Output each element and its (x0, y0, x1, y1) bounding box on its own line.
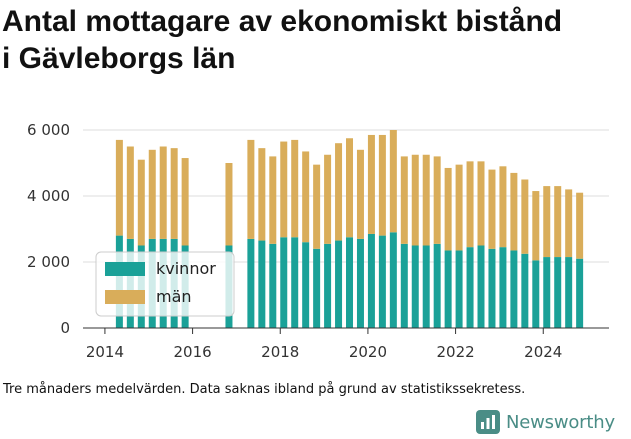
bar-man (346, 138, 354, 238)
bar-kvinnor (367, 233, 375, 328)
bar-man (126, 146, 134, 239)
y-tick-label: 0 (60, 319, 70, 337)
bar-man (400, 156, 408, 244)
bar-man (291, 139, 299, 238)
bar-man (148, 149, 156, 239)
chart-title-line-1: Antal mottagare av ekonomiskt bistånd (2, 5, 563, 38)
bar-kvinnor (576, 258, 584, 328)
bar-man (488, 169, 496, 249)
bar-man (554, 186, 562, 258)
bar-man (258, 148, 266, 241)
bar-kvinnor (477, 245, 485, 328)
x-tick-label: 2022 (436, 343, 474, 361)
x-tick-label: 2024 (524, 343, 562, 361)
chart-title-line-2: i Gävleborgs län (2, 42, 236, 75)
bar-kvinnor (554, 257, 562, 328)
legend-label-man: män (156, 287, 192, 306)
bar-chart-logo-icon (476, 410, 500, 434)
bar-man (181, 158, 189, 246)
bar-kvinnor (455, 250, 463, 328)
legend-swatch-man (105, 290, 145, 304)
bar-man (477, 161, 485, 246)
bar-kvinnor (302, 242, 310, 328)
bar-man (280, 141, 288, 238)
bar-kvinnor (543, 257, 551, 328)
bar-man (576, 192, 584, 259)
bar-kvinnor (356, 238, 364, 328)
y-tick-label: 6 000 (27, 121, 70, 139)
bar-man (324, 154, 332, 244)
y-tick-label: 2 000 (27, 253, 70, 271)
bar-man (444, 167, 452, 251)
bar-kvinnor (532, 260, 540, 328)
bar-man (466, 161, 474, 248)
bar-man (356, 149, 364, 239)
chart-title: Antal mottagare av ekonomiskt bistånd i … (2, 3, 627, 77)
bar-kvinnor (247, 238, 255, 328)
bar-man (499, 166, 507, 248)
bar-kvinnor (466, 247, 474, 328)
newsworthy-brand: Newsworthy (476, 408, 615, 436)
x-tick-label: 2014 (86, 343, 124, 361)
bar-kvinnor (521, 253, 529, 328)
bar-man (159, 146, 167, 239)
bar-man (411, 154, 419, 246)
bar-kvinnor (433, 243, 441, 328)
legend-label-kvinnor: kvinnor (156, 259, 216, 278)
bar-kvinnor (422, 245, 430, 328)
chart-caption: Tre månaders medelvärden. Data saknas ib… (3, 382, 526, 397)
bar-man (565, 189, 573, 258)
bar-man (115, 139, 123, 236)
bar-kvinnor (411, 245, 419, 328)
bar-man (269, 156, 277, 244)
bar-kvinnor (378, 235, 386, 328)
x-tick-label: 2018 (261, 343, 299, 361)
bar-man (367, 134, 375, 234)
x-tick-label: 2020 (349, 343, 387, 361)
bar-man (170, 148, 178, 239)
bar-man (335, 143, 343, 241)
legend: kvinnor män (95, 251, 235, 317)
x-tick-label: 2016 (173, 343, 211, 361)
bar-man (225, 163, 233, 246)
bar-kvinnor (488, 248, 496, 328)
bar-man (422, 154, 430, 246)
bar-man (510, 172, 518, 251)
brand-name: Newsworthy (506, 411, 615, 433)
bar-kvinnor (400, 243, 408, 328)
bar-man (543, 186, 551, 258)
bar-man (433, 156, 441, 244)
legend-swatch-kvinnor (105, 262, 145, 276)
bar-kvinnor (444, 250, 452, 328)
y-tick-label: 4 000 (27, 187, 70, 205)
bar-kvinnor (499, 247, 507, 328)
bar-kvinnor (258, 240, 266, 328)
bar-kvinnor (510, 250, 518, 328)
bar-kvinnor (389, 232, 397, 328)
bar-kvinnor (269, 243, 277, 328)
bar-man (532, 191, 540, 261)
bar-kvinnor (291, 237, 299, 328)
bar-kvinnor (313, 248, 321, 328)
bar-kvinnor (335, 240, 343, 328)
bar-man (302, 151, 310, 243)
bar-kvinnor (346, 237, 354, 328)
bar-man (247, 139, 255, 239)
bar-kvinnor (280, 237, 288, 328)
bar-kvinnor (565, 257, 573, 328)
bar-man (137, 159, 145, 246)
bar-man (389, 130, 397, 233)
bar-kvinnor (324, 243, 332, 328)
bar-man (378, 134, 386, 236)
bar-man (455, 164, 463, 251)
bar-man (521, 179, 529, 254)
bar-man (313, 164, 321, 249)
